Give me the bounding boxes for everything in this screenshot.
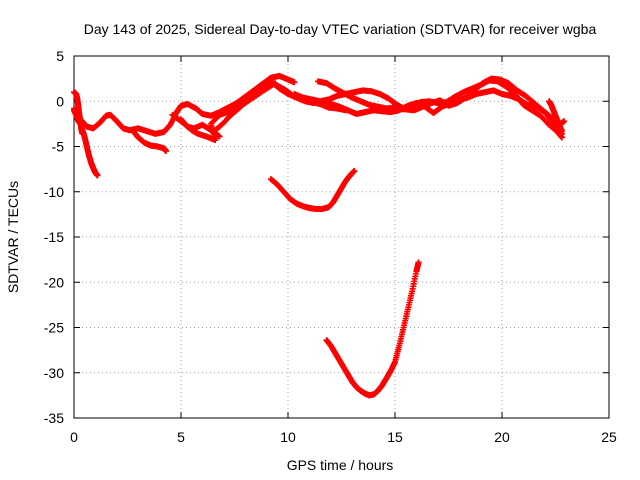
data-point bbox=[561, 118, 568, 125]
axis-layer: 0 5 10 15 20 25 -35 -30 -25 -20 -15 -10 -5 0 5 bbox=[44, 48, 617, 445]
data-point bbox=[94, 172, 101, 179]
y-tick-label: 0 bbox=[56, 93, 64, 109]
grid-layer bbox=[74, 56, 609, 418]
x-tick-label: 0 bbox=[70, 429, 78, 445]
data-series-morning-b bbox=[130, 129, 170, 155]
x-tick-label: 20 bbox=[494, 429, 510, 445]
data-series-arc-upper bbox=[267, 167, 358, 212]
x-tick-label: 5 bbox=[177, 429, 185, 445]
y-tick-label: -35 bbox=[44, 410, 64, 426]
y-tick-label: -25 bbox=[44, 320, 64, 336]
data-point bbox=[558, 134, 565, 141]
y-tick-label: -5 bbox=[52, 139, 65, 155]
data-point bbox=[291, 79, 298, 86]
x-tick-label: 15 bbox=[387, 429, 403, 445]
x-tick-label: 10 bbox=[280, 429, 296, 445]
y-axis-label: SDTVAR / TECUs bbox=[5, 181, 21, 293]
data-series-morning-d bbox=[169, 80, 279, 144]
y-tick-label: -10 bbox=[44, 184, 64, 200]
y-tick-label: -20 bbox=[44, 274, 64, 290]
y-tick-label: 5 bbox=[56, 48, 64, 64]
data-series-morning-a bbox=[71, 72, 298, 137]
data-point bbox=[79, 130, 86, 137]
data-point bbox=[351, 167, 358, 174]
data-series-late-tail bbox=[546, 98, 565, 135]
data-series-early-drop bbox=[71, 107, 101, 179]
y-tick-label: -30 bbox=[44, 365, 64, 381]
data-series-arc-lower bbox=[323, 259, 422, 399]
data-layer bbox=[71, 72, 568, 399]
chart-title: Day 143 of 2025, Sidereal Day-to-day VTE… bbox=[84, 21, 597, 37]
data-point bbox=[163, 148, 170, 155]
x-tick-label: 25 bbox=[601, 429, 617, 445]
x-axis-label: GPS time / hours bbox=[287, 457, 394, 473]
y-tick-label: -15 bbox=[44, 229, 64, 245]
data-point bbox=[415, 259, 422, 266]
data-point bbox=[558, 128, 565, 135]
